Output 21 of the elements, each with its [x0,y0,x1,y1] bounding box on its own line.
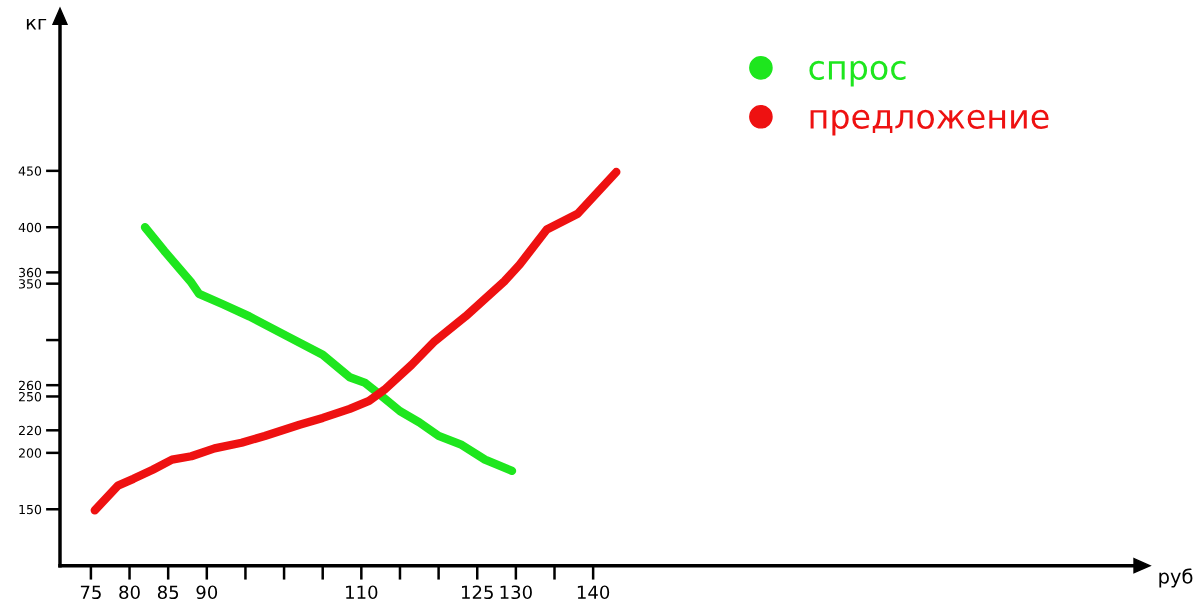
y-tick-label: 450 [18,166,42,176]
x-tick-label: 75 [80,585,101,600]
y-tick-label: 200 [19,448,42,458]
y-tick-label: 400 [18,222,42,233]
x-axis-title: руб [1159,568,1193,588]
x-tick-label: 80 [119,585,140,600]
legend-label: предложение [810,109,1049,136]
x-tick-label: 85 [157,585,179,600]
y-axis-title: кг [26,18,47,30]
legend-label: спрос [809,60,906,87]
y-tick-label: 150 [19,504,42,515]
x-tick-label: 90 [196,585,218,600]
y-tick-label: 220 [19,425,42,436]
x-tick-label: 130 [500,585,532,600]
x-tick-label: 110 [346,585,378,600]
x-tick-label: 140 [577,585,610,600]
y-tick-label: 250 [19,391,42,402]
y-tick-label: 260 [19,380,42,391]
y-tick-label: 360 [19,267,42,278]
x-tick-label: 125 [461,585,493,600]
y-tick-label: 350 [19,279,42,289]
